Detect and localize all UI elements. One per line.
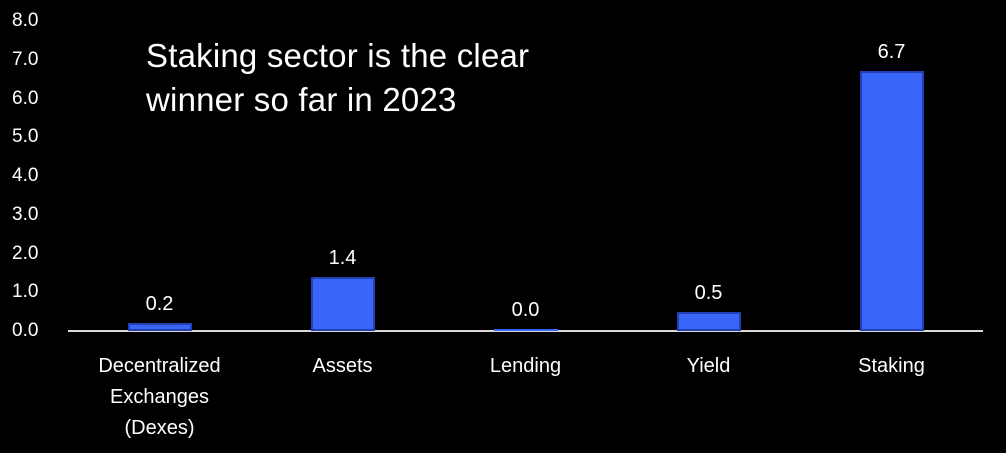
category-label-staking: Staking [858,355,925,377]
bar-lending [493,329,558,331]
bar-value-label-lending: 0.0 [511,299,540,321]
category-label-assets: Assets [312,355,373,377]
chart-title-line-2: winner so far in 2023 [146,81,457,118]
bar-staking [859,71,924,331]
y-axis-tick-label-8-0: 8.0 [12,10,39,31]
y-axis-tick-label-6-0: 6.0 [12,87,39,109]
y-axis-tick-label-7-0: 7.0 [12,48,39,70]
chart-title-line-1: Staking sector is the clear [146,37,530,74]
chart-title: Staking sector is the clear winner so fa… [146,34,529,122]
y-axis-tick-label-5-0: 5.0 [12,126,39,148]
y-axis-tick-label-3-0: 3.0 [12,203,39,225]
bar-yield [676,312,741,331]
bar-value-label-yield: 0.5 [694,282,723,304]
y-axis-tick-label-4-0: 4.0 [12,165,39,186]
y-axis-tick-label-0-0: 0.0 [12,320,39,341]
bar-value-label-decentralized-exchanges-dexes: 0.2 [145,293,174,315]
category-label-decentralized-exchanges-dexes: Decentralized Exchanges (Dexes) [98,355,221,439]
bar-value-label-staking: 6.7 [877,41,906,63]
category-label-lending: Lending [489,355,562,377]
category-label-yield: Yield [686,355,731,377]
bar-decentralized-exchanges-dexes [127,323,192,331]
bar-value-label-assets: 1.4 [328,247,357,269]
y-axis-tick-label-2-0: 2.0 [12,242,39,264]
x-axis-line [68,330,983,332]
y-axis-tick-label-1-0: 1.0 [12,281,39,303]
bar-assets [310,277,375,331]
